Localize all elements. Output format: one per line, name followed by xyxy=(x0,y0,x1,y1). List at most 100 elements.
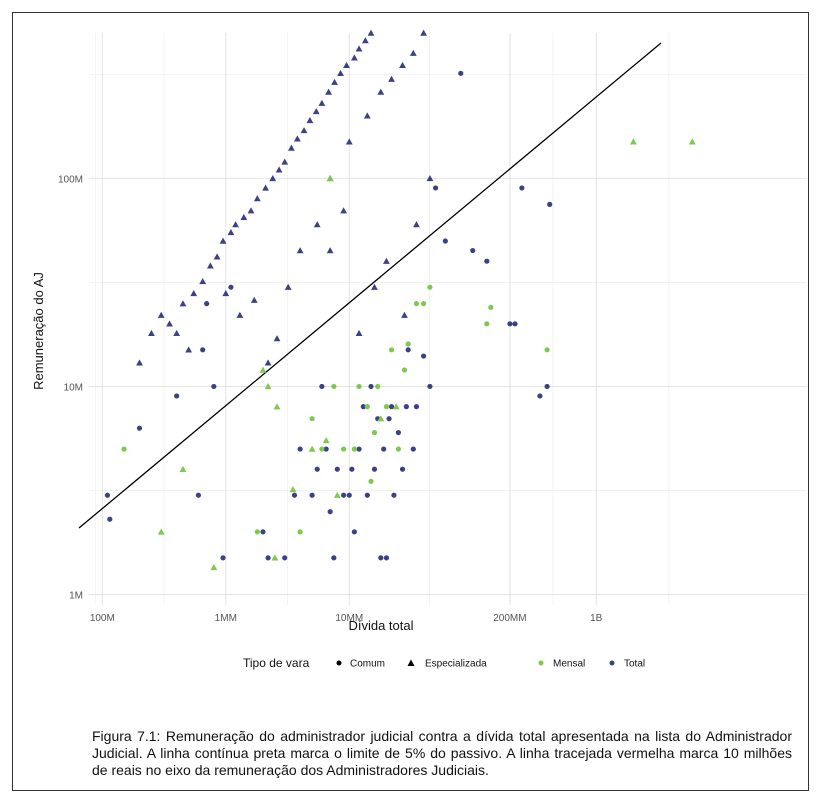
limit-5pct-line xyxy=(78,42,662,529)
data-point-comum xyxy=(364,492,370,498)
data-point-comum xyxy=(403,404,409,410)
data-point-comum xyxy=(349,466,355,472)
data-point-comum xyxy=(174,393,180,399)
data-point-especializada xyxy=(367,29,375,36)
data-point-especializada xyxy=(166,320,173,327)
data-point-comum xyxy=(360,404,366,410)
data-point-comum xyxy=(442,238,448,244)
data-point-especializada xyxy=(213,253,221,260)
data-point-especializada xyxy=(253,195,261,202)
data-point-especializada xyxy=(377,88,385,95)
data-point-especializada xyxy=(179,465,187,472)
data-point-comum xyxy=(371,466,378,472)
data-point-comum xyxy=(331,555,337,561)
data-point-especializada xyxy=(259,366,267,373)
x-tick-label: 1MM xyxy=(215,613,237,624)
grid-minor xyxy=(89,33,806,605)
data-point-comum xyxy=(405,341,411,347)
x-tick-label: 200MM xyxy=(493,613,526,624)
data-point-comum xyxy=(254,529,260,535)
data-point-especializada xyxy=(219,237,227,244)
data-point-especializada xyxy=(355,45,363,52)
data-point-especializada xyxy=(136,359,143,366)
legend-circle-icon xyxy=(336,660,342,666)
data-point-especializada xyxy=(388,75,395,82)
data-point-especializada xyxy=(275,166,283,173)
data-point-comum xyxy=(395,429,402,436)
data-point-comum xyxy=(341,446,347,452)
data-point-comum xyxy=(458,70,464,76)
data-point-especializada xyxy=(343,61,350,68)
data-point-especializada xyxy=(269,175,277,182)
data-point-comum xyxy=(401,367,408,373)
data-point-comum xyxy=(228,284,234,290)
data-point-comum xyxy=(399,466,406,472)
data-point-comum xyxy=(297,446,303,452)
data-point-especializada xyxy=(409,49,417,56)
data-points xyxy=(104,29,696,571)
data-point-comum xyxy=(388,347,395,353)
data-point-especializada xyxy=(355,329,363,337)
data-point-especializada xyxy=(333,491,341,498)
data-point-especializada xyxy=(264,383,272,390)
legend-triangle-icon xyxy=(407,659,415,666)
data-point-comum xyxy=(413,301,420,307)
data-point-especializada xyxy=(377,415,385,422)
data-point-especializada xyxy=(401,311,408,318)
data-point-comum xyxy=(319,446,325,452)
data-point-especializada xyxy=(326,247,334,254)
data-point-comum xyxy=(519,185,525,191)
data-point-comum xyxy=(136,425,143,431)
legend-entry-especializada: Especializada xyxy=(425,659,487,670)
data-point-especializada xyxy=(157,528,165,535)
data-point-comum xyxy=(346,492,352,498)
data-point-comum xyxy=(544,383,550,390)
data-point-comum xyxy=(544,347,550,353)
data-point-comum xyxy=(204,301,210,307)
data-point-comum xyxy=(413,404,420,410)
data-point-especializada xyxy=(222,290,230,297)
data-point-comum xyxy=(334,466,340,472)
data-point-comum xyxy=(282,555,288,561)
data-point-comum xyxy=(260,529,266,535)
data-point-especializada xyxy=(371,283,378,290)
reference-lines xyxy=(78,42,662,529)
data-point-especializada xyxy=(426,175,434,182)
data-point-comum xyxy=(107,516,113,522)
data-point-especializada xyxy=(345,138,353,145)
data-point-comum xyxy=(211,383,217,390)
data-point-comum xyxy=(405,347,411,353)
data-point-comum xyxy=(351,529,357,535)
data-point-especializada xyxy=(629,138,637,145)
data-point-comum xyxy=(395,446,402,452)
data-point-especializada xyxy=(240,213,248,221)
data-point-comum xyxy=(331,383,337,390)
data-point-especializada xyxy=(284,283,292,290)
data-point-comum xyxy=(327,509,333,515)
data-point-especializada xyxy=(688,138,696,145)
data-point-comum xyxy=(386,416,392,422)
data-point-comum xyxy=(537,393,543,399)
data-point-comum xyxy=(378,555,384,561)
legend-entry-total: Total xyxy=(624,659,645,670)
data-point-especializada xyxy=(308,445,316,452)
data-point-comum xyxy=(121,446,127,452)
data-point-especializada xyxy=(199,277,207,285)
data-point-comum xyxy=(381,446,387,452)
data-point-especializada xyxy=(250,296,258,303)
data-point-comum xyxy=(547,201,553,207)
data-point-especializada xyxy=(293,135,301,142)
figure-caption: Figura 7.1: Remuneração do administrador… xyxy=(92,728,792,778)
data-point-especializada xyxy=(296,247,304,254)
data-point-comum xyxy=(383,555,390,561)
data-point-especializada xyxy=(273,335,281,342)
data-point-especializada xyxy=(322,437,330,444)
y-tick-labels: 1M10M100M1MM10MM xyxy=(58,174,83,601)
data-point-comum xyxy=(265,555,271,561)
data-point-comum xyxy=(421,353,427,359)
data-point-comum xyxy=(323,446,329,452)
data-point-especializada xyxy=(289,485,297,493)
data-point-especializada xyxy=(325,88,332,95)
data-point-comum xyxy=(104,492,111,498)
data-point-especializada xyxy=(173,329,181,337)
